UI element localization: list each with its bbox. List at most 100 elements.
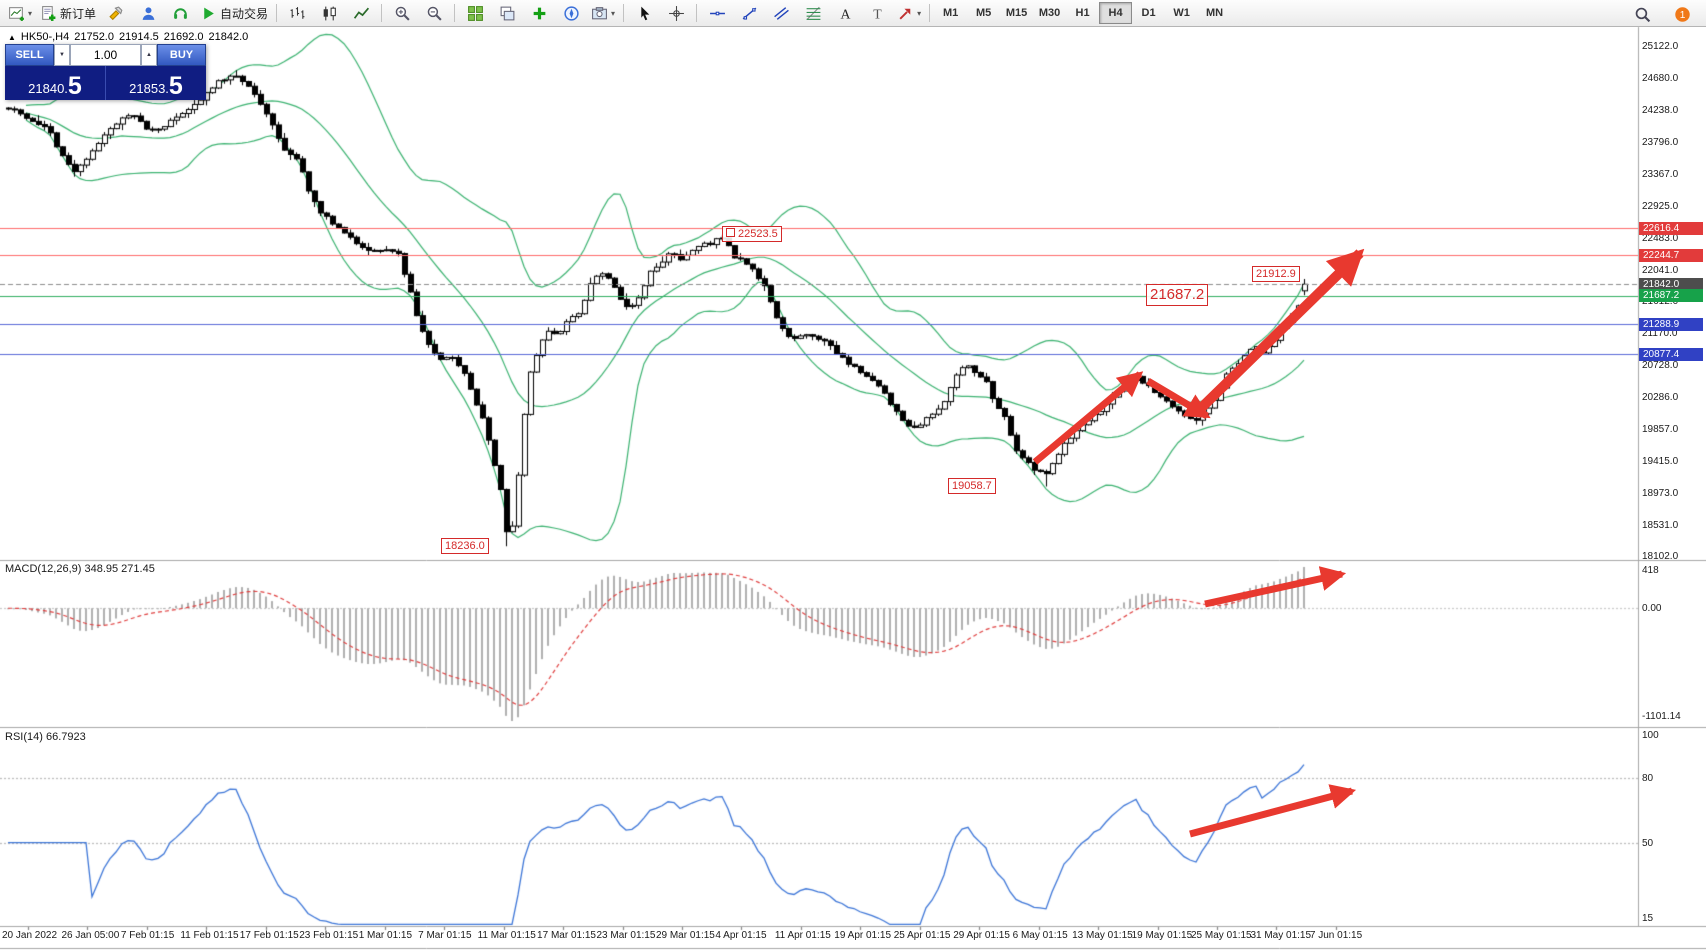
sell-price-display[interactable]: 21840. 5: [5, 66, 105, 100]
line-icon: [353, 5, 370, 22]
timeframe-m30-button[interactable]: M30: [1038, 7, 1061, 19]
indicators-button[interactable]: [523, 1, 555, 25]
text-button[interactable]: A: [829, 1, 861, 25]
anchor-square-icon: [726, 228, 735, 237]
timeframe-mn-button[interactable]: MN: [1206, 7, 1224, 19]
zoom-in-button[interactable]: [386, 1, 418, 25]
svg-text:A: A: [840, 6, 850, 21]
new-order-button[interactable]: 新订单: [36, 1, 100, 25]
bottom-price-label[interactable]: 18236.0: [441, 538, 489, 555]
ohlc-close-value: 21842.0: [208, 31, 249, 43]
timeframe-m1-button[interactable]: M1: [942, 7, 959, 19]
svg-text:T: T: [873, 6, 882, 21]
play-green-icon: [200, 5, 217, 22]
volume-decrease-button[interactable]: ▼: [54, 44, 70, 66]
time-axis-label: 11 Feb 01:15: [180, 930, 239, 941]
time-axis-label: 19 May 01:15: [1131, 930, 1193, 941]
cursor-button[interactable]: [628, 1, 660, 25]
price-axis-label: 18531.0: [1642, 519, 1679, 531]
timeframe-w1-button[interactable]: W1: [1173, 7, 1190, 19]
autotrading-button[interactable]: 自动交易: [196, 1, 272, 25]
time-axis-label: 29 Mar 01:15: [655, 930, 715, 941]
timeframe-h4-button[interactable]: H4: [1099, 2, 1133, 24]
fibonacci-button[interactable]: [797, 1, 829, 25]
buy-price-base: 21853.: [129, 81, 169, 96]
mql-tools-button[interactable]: [100, 1, 132, 25]
sell-button[interactable]: SELL: [5, 44, 54, 66]
time-axis-label: 25 May 01:15: [1191, 930, 1252, 941]
time-axis-label: 1 Mar 01:15: [358, 930, 413, 941]
crosshair-button[interactable]: [660, 1, 692, 25]
time-axis-label: 31 May 01:15: [1250, 930, 1312, 941]
toolbar-separator: [381, 4, 383, 22]
tile-windows-button[interactable]: [459, 1, 491, 25]
timeframe-m15-button[interactable]: M15: [1005, 7, 1028, 19]
peak-price-label[interactable]: 22523.5: [722, 226, 782, 243]
toolbar-separator: [929, 4, 931, 22]
candlestick-chart-button[interactable]: [313, 1, 345, 25]
one-click-trading-panel: SELL ▼ ▲ BUY 21840. 5 21853. 5: [5, 44, 206, 100]
bar-chart-button[interactable]: [281, 1, 313, 25]
screenshot-button[interactable]: ▾: [587, 1, 619, 25]
volume-input[interactable]: [70, 44, 141, 66]
timeframe-h1-button[interactable]: H1: [1075, 7, 1090, 19]
notifications-button[interactable]: 1: [1666, 2, 1698, 26]
time-axis-label: 7 Jun 01:15: [1309, 930, 1363, 941]
trade-prices-row: 21840. 5 21853. 5: [5, 66, 206, 100]
buy-button[interactable]: BUY: [157, 44, 206, 66]
headset-green-icon: [172, 5, 189, 22]
arrows-tool-button[interactable]: ▾: [893, 1, 925, 25]
cascade-windows-button[interactable]: [491, 1, 523, 25]
chart-new-icon: [8, 5, 25, 22]
buy-price-display[interactable]: 21853. 5: [106, 66, 206, 100]
sell-price-big-digit: 5: [67, 72, 82, 100]
fibo-icon: [805, 5, 822, 22]
zoom-out-button[interactable]: [418, 1, 450, 25]
time-axis-label: 23 Feb 01:15: [299, 930, 359, 941]
price-axis-label: 19857.0: [1642, 423, 1679, 435]
ohlc-open-value: 21752.0: [74, 31, 114, 43]
price-axis-label: 25122.0: [1642, 41, 1679, 52]
support-button[interactable]: [164, 1, 196, 25]
sell-price-base: 21840.: [28, 81, 68, 96]
target-price-label[interactable]: 21912.9: [1252, 266, 1300, 283]
hline-icon: [709, 5, 726, 22]
price-axis-label: 18973.0: [1642, 487, 1679, 499]
trendline-button[interactable]: [733, 1, 765, 25]
timeframe-d1-button[interactable]: D1: [1141, 7, 1156, 19]
accounts-button[interactable]: [132, 1, 164, 25]
time-axis-label: 20 Jan 2022: [2, 930, 58, 941]
horizontal-line-button[interactable]: [701, 1, 733, 25]
search-button[interactable]: [1626, 2, 1658, 26]
swing-low-label[interactable]: 19058.7: [948, 478, 996, 495]
user-blue-icon: [140, 5, 157, 22]
channel-button[interactable]: [765, 1, 797, 25]
line-chart-button[interactable]: [345, 1, 377, 25]
cascade-icon: [499, 5, 516, 22]
price-axis-label: 20286.0: [1642, 392, 1679, 404]
level-price-label[interactable]: 21687.2: [1146, 284, 1209, 306]
text-a-icon: A: [837, 5, 854, 22]
price-axis-label: 23796.0: [1642, 137, 1679, 149]
price-badge-support-2: 20877.4: [1639, 347, 1703, 361]
toolbar-separator: [276, 4, 278, 22]
screenshot-icon: [591, 5, 608, 22]
toolbar-separator: [696, 4, 698, 22]
label-button[interactable]: T: [861, 1, 893, 25]
collapse-trade-panel-icon[interactable]: ▲: [8, 33, 16, 42]
time-axis-label: 26 Jan 05:00: [61, 930, 120, 941]
main-toolbar: ▾ 新订单 自动交易 ▾ A T ▾ M1 M5 M15 M30 H1 H4 D1 W1 MN 1: [0, 0, 1706, 27]
time-axis-label: 17 Feb 01:15: [239, 930, 299, 941]
navigator-button[interactable]: [555, 1, 587, 25]
new-chart-button[interactable]: ▾: [4, 1, 36, 25]
toolbar-separator: [454, 4, 456, 22]
timeframe-m5-button[interactable]: M5: [975, 7, 992, 19]
volume-increase-button[interactable]: ▲: [141, 44, 157, 66]
rsi-axis-label: 80: [1642, 773, 1654, 784]
price-badge-resistance-2: 22244.7: [1639, 248, 1703, 262]
buy-price-big-digit: 5: [168, 72, 183, 100]
time-axis-label: 17 Mar 01:15: [537, 930, 596, 941]
rsi-axis-label: 50: [1642, 838, 1654, 849]
